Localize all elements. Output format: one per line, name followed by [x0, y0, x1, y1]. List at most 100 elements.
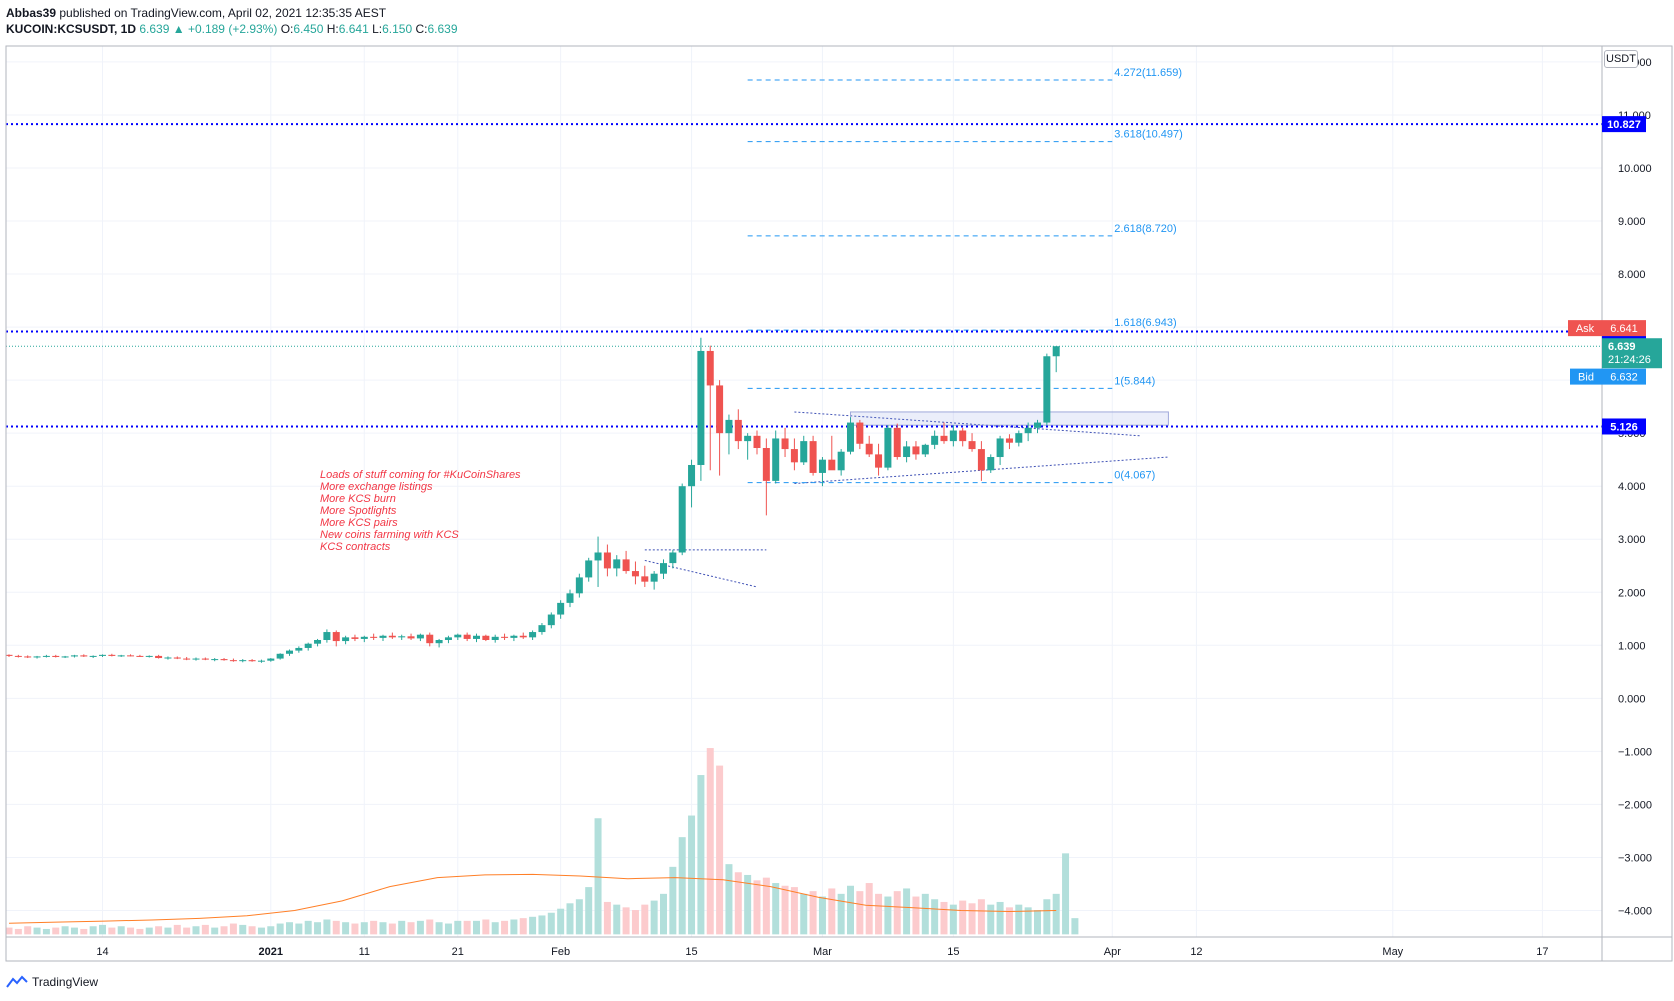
y-tick-label: 0.000: [1618, 693, 1646, 705]
fib-level-label: 2.618(8.720): [1114, 223, 1176, 235]
volume-bar: [304, 920, 312, 935]
candle-body: [183, 658, 191, 660]
candle-body: [557, 602, 565, 615]
x-tick-label: May: [1382, 946, 1403, 958]
symbol-info: KUCOIN:KCSUSDT, 1D 6.639 ▲ +0.189 (+2.93…: [6, 22, 458, 36]
candle-body: [734, 419, 742, 442]
candle-body: [70, 655, 78, 657]
volume-bar: [379, 922, 387, 935]
volume-bar: [295, 923, 303, 935]
candle-body: [314, 640, 322, 644]
tradingview-logo-icon: [6, 975, 28, 988]
volume-bar: [351, 923, 359, 935]
volume-bar: [772, 883, 780, 935]
candle-body: [875, 454, 883, 468]
candle-body: [697, 350, 705, 465]
candle-body: [678, 486, 686, 553]
volume-bar: [893, 891, 901, 935]
last-price-value: 6.639: [1608, 341, 1636, 353]
last-price: 6.639: [139, 22, 170, 36]
volume-bar: [903, 888, 911, 935]
candle-body: [781, 438, 789, 450]
volume-bar: [603, 901, 611, 935]
candle-body: [716, 385, 724, 434]
volume-bar: [155, 926, 163, 935]
volume-bar: [734, 872, 742, 935]
volume-bar: [865, 883, 873, 935]
candle-body: [519, 635, 527, 638]
candle-body: [201, 658, 209, 660]
low-label: L:: [372, 22, 383, 36]
ask-value: 6.641: [1610, 323, 1638, 335]
candle-body: [510, 635, 518, 638]
high-value: 6.641: [338, 22, 369, 36]
volume-bar: [99, 924, 106, 935]
candle-body: [173, 657, 181, 659]
volume-bar: [781, 885, 789, 935]
volume-bar: [24, 926, 32, 935]
candle-body: [744, 435, 752, 442]
volume-bar: [613, 904, 621, 935]
volume-bar: [398, 920, 406, 935]
y-tick-label: −3.000: [1618, 852, 1652, 864]
volume-bar: [220, 926, 228, 935]
y-tick-label: −2.000: [1618, 799, 1652, 811]
volume-bar: [921, 893, 929, 935]
low-value: 6.150: [382, 22, 413, 36]
annotation-line: KCS contracts: [320, 541, 391, 553]
volume-bar: [510, 919, 518, 935]
candle-body: [61, 656, 69, 658]
x-tick-label: 15: [685, 946, 697, 958]
candle-body: [865, 443, 873, 455]
volume-bar: [940, 901, 948, 935]
candle-body: [257, 660, 265, 662]
level-tag-label: 5.126: [1610, 421, 1638, 433]
close-value: 6.639: [427, 22, 458, 36]
symbol-label[interactable]: KUCOIN:KCSUSDT, 1D: [6, 22, 137, 36]
x-tick-label: 14: [96, 946, 108, 958]
volume-bar: [800, 893, 808, 935]
candle-body: [80, 655, 88, 657]
price-change: ▲ +0.189 (+2.93%): [172, 22, 278, 36]
volume-bar: [267, 926, 275, 935]
candle-body: [229, 660, 237, 662]
y-tick-label: 3.000: [1618, 534, 1646, 546]
y-tick-label: −4.000: [1618, 905, 1652, 917]
volume-bar: [286, 922, 293, 935]
x-tick-label: 21: [452, 946, 464, 958]
candle-body: [14, 655, 22, 657]
candle-body: [1034, 422, 1041, 428]
candle-body: [379, 635, 387, 638]
x-tick-label: 12: [1190, 946, 1202, 958]
candle-body: [1043, 356, 1051, 423]
author-name[interactable]: Abbas39: [6, 6, 57, 20]
volume-bar: [239, 924, 247, 935]
candle-body: [267, 658, 275, 661]
candle-body: [482, 635, 490, 640]
candle-body: [847, 422, 854, 452]
fib-level-label: 1(5.844): [1114, 375, 1155, 387]
candle-body: [538, 625, 546, 633]
volume-bar: [332, 920, 340, 935]
volume-bar: [342, 922, 350, 935]
candle-body: [641, 576, 649, 582]
currency-selector[interactable]: USDT: [1604, 50, 1638, 68]
volume-bar: [108, 927, 116, 935]
volume-bar: [725, 864, 733, 935]
candle-body: [996, 438, 1004, 458]
volume-bar: [482, 919, 490, 935]
volume-bar: [360, 922, 368, 935]
candle-body: [323, 632, 331, 640]
candle-body: [388, 635, 396, 638]
volume-bar: [407, 922, 415, 935]
candle-body: [33, 656, 41, 658]
volume-bar: [744, 874, 752, 935]
candle-body: [529, 632, 537, 638]
level-tag: [1602, 116, 1646, 133]
candle-body: [884, 427, 892, 468]
volume-bar: [566, 903, 574, 935]
candle-body: [660, 563, 667, 574]
candle-body: [117, 655, 125, 657]
publish-info: Abbas39 published on TradingView.com, Ap…: [6, 6, 386, 20]
